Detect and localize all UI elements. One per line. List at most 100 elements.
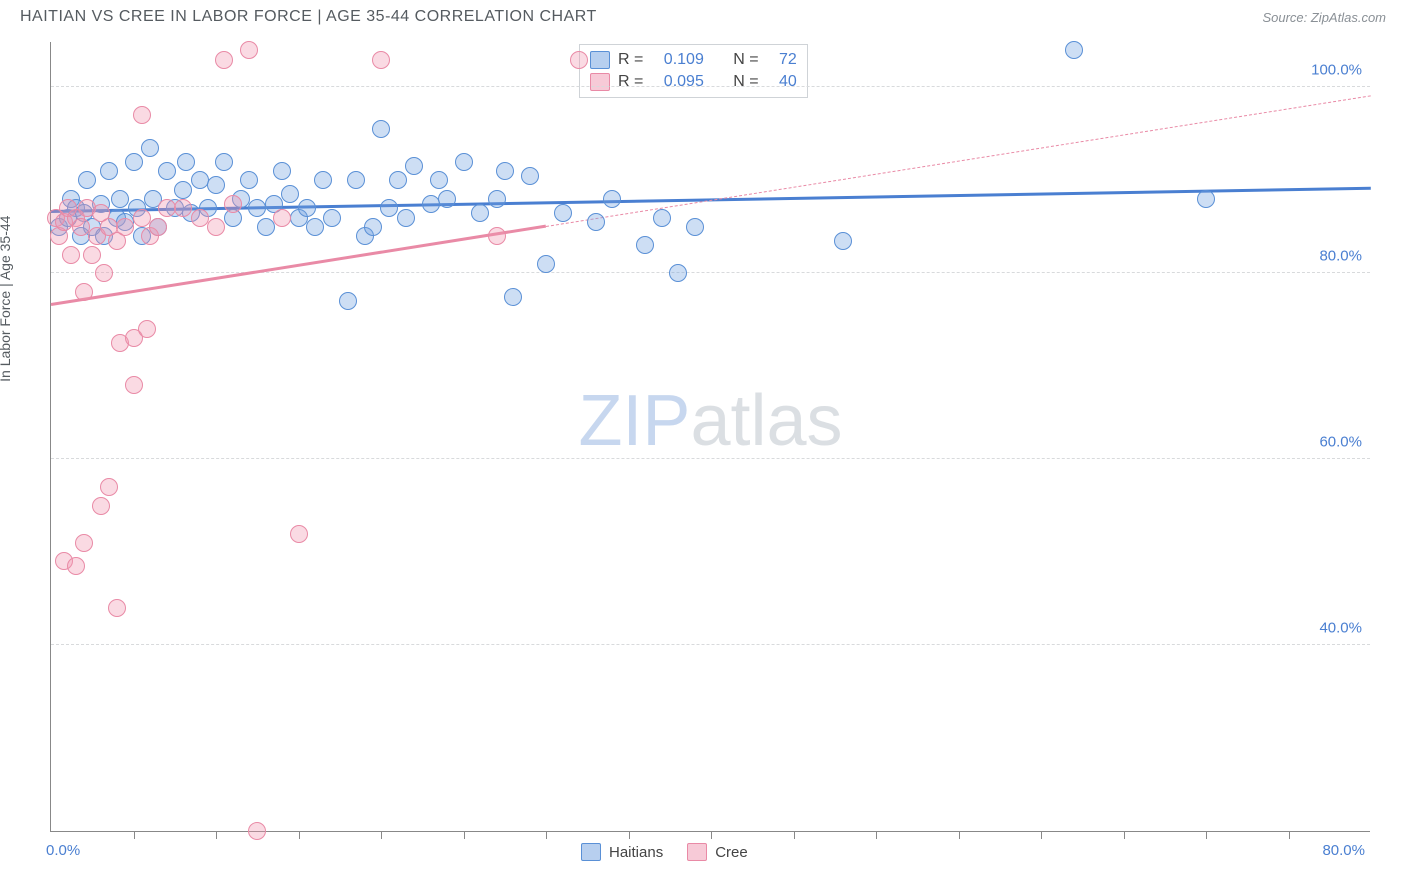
data-point: [88, 227, 106, 245]
x-tick: [794, 831, 795, 839]
watermark: ZIPatlas: [578, 380, 842, 462]
x-tick: [1206, 831, 1207, 839]
data-point: [55, 552, 73, 570]
data-point: [380, 199, 398, 217]
data-point: [455, 153, 473, 171]
data-point: [174, 181, 192, 199]
data-point: [273, 162, 291, 180]
data-point: [116, 218, 134, 236]
x-tick: [381, 831, 382, 839]
data-point: [111, 190, 129, 208]
data-point: [111, 334, 129, 352]
x-tick: [216, 831, 217, 839]
x-tick: [629, 831, 630, 839]
x-tick: [1041, 831, 1042, 839]
swatch-cree-icon: [687, 843, 707, 861]
data-point: [257, 218, 275, 236]
data-point: [405, 157, 423, 175]
x-tick: [134, 831, 135, 839]
data-point: [488, 190, 506, 208]
data-point: [248, 822, 266, 840]
data-point: [834, 232, 852, 250]
data-point: [389, 171, 407, 189]
data-point: [83, 246, 101, 264]
data-point: [144, 190, 162, 208]
data-point: [191, 209, 209, 227]
data-point: [59, 199, 77, 217]
data-point: [125, 329, 143, 347]
plot-area: ZIPatlas R = 0.109 N = 72 R = 0.095 N = …: [50, 42, 1370, 832]
data-point: [587, 213, 605, 231]
data-point: [62, 246, 80, 264]
data-point: [323, 209, 341, 227]
x-tick: [299, 831, 300, 839]
data-point: [149, 218, 167, 236]
y-tick-label: 60.0%: [1319, 434, 1362, 451]
data-point: [191, 171, 209, 189]
data-point: [273, 209, 291, 227]
data-point: [177, 153, 195, 171]
data-point: [100, 162, 118, 180]
x-tick: [546, 831, 547, 839]
data-point: [215, 153, 233, 171]
data-point: [92, 204, 110, 222]
gridline: [51, 644, 1370, 645]
data-point: [72, 218, 90, 236]
x-axis-max-label: 80.0%: [1322, 842, 1365, 859]
data-point: [364, 218, 382, 236]
data-point: [75, 534, 93, 552]
data-point: [138, 320, 156, 338]
data-point: [430, 171, 448, 189]
data-point: [62, 190, 80, 208]
data-point: [537, 255, 555, 273]
data-point: [207, 218, 225, 236]
data-point: [372, 51, 390, 69]
data-point: [397, 209, 415, 227]
source-attribution: Source: ZipAtlas.com: [1262, 10, 1386, 25]
data-point: [141, 139, 159, 157]
data-point: [100, 478, 118, 496]
data-point: [207, 176, 225, 194]
legend-label-cree: Cree: [715, 844, 748, 861]
data-point: [1065, 41, 1083, 59]
swatch-haitians: [590, 51, 610, 69]
x-tick: [959, 831, 960, 839]
data-point: [636, 236, 654, 254]
stats-legend: R = 0.109 N = 72 R = 0.095 N = 40: [579, 44, 808, 98]
data-point: [55, 213, 73, 231]
data-point: [504, 288, 522, 306]
chart-container: In Labor Force | Age 35-44 ZIPatlas R = …: [0, 32, 1406, 882]
data-point: [116, 213, 134, 231]
y-tick-label: 40.0%: [1319, 620, 1362, 637]
data-point: [306, 218, 324, 236]
legend-item-haitians: Haitians: [581, 843, 663, 861]
data-point: [240, 171, 258, 189]
data-point: [372, 120, 390, 138]
stats-row-cree: R = 0.095 N = 40: [590, 71, 797, 93]
x-axis-min-label: 0.0%: [46, 842, 80, 859]
legend-item-cree: Cree: [687, 843, 748, 861]
data-point: [496, 162, 514, 180]
data-point: [95, 227, 113, 245]
data-point: [471, 204, 489, 222]
gridline: [51, 86, 1370, 87]
data-point: [133, 106, 151, 124]
data-point: [314, 171, 332, 189]
data-point: [686, 218, 704, 236]
y-axis-label: In Labor Force | Age 35-44: [0, 216, 13, 382]
data-point: [108, 599, 126, 617]
trend-line: [51, 224, 546, 305]
x-tick: [1289, 831, 1290, 839]
y-tick-label: 80.0%: [1319, 248, 1362, 265]
data-point: [653, 209, 671, 227]
data-point: [347, 171, 365, 189]
data-point: [67, 557, 85, 575]
data-point: [521, 167, 539, 185]
data-point: [75, 204, 93, 222]
data-point: [83, 218, 101, 236]
data-point: [72, 227, 90, 245]
trend-line-extrapolated: [546, 96, 1371, 228]
x-tick: [711, 831, 712, 839]
data-point: [554, 204, 572, 222]
data-point: [232, 190, 250, 208]
